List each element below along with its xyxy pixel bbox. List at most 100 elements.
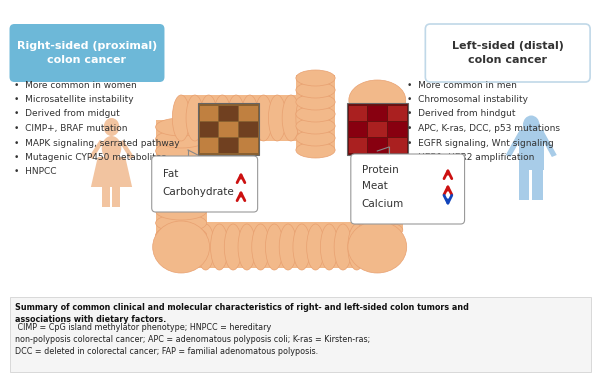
FancyBboxPatch shape [10, 24, 165, 82]
Text: •  More common in women: • More common in women [14, 81, 137, 90]
Ellipse shape [156, 178, 207, 196]
Ellipse shape [296, 95, 313, 141]
Bar [239, 138, 258, 153]
Ellipse shape [252, 224, 270, 270]
Ellipse shape [349, 80, 406, 120]
Text: Summary of common clinical and molecular characteristics of right- and left-side: Summary of common clinical and molecular… [16, 303, 469, 324]
Text: •  Microsatellite instability: • Microsatellite instability [14, 95, 134, 104]
Bar [219, 138, 238, 153]
Bar [181, 95, 323, 141]
Ellipse shape [104, 118, 119, 136]
Ellipse shape [523, 116, 540, 135]
Ellipse shape [282, 95, 300, 141]
Ellipse shape [348, 221, 407, 273]
Text: •  Chromosomal instability: • Chromosomal instability [407, 95, 528, 104]
Bar [349, 106, 367, 121]
Ellipse shape [307, 224, 324, 270]
Text: •  HER1, HER2 amplification: • HER1, HER2 amplification [407, 153, 534, 162]
Ellipse shape [320, 224, 338, 270]
Ellipse shape [296, 130, 335, 146]
Text: Carbohydrate: Carbohydrate [162, 187, 234, 197]
Bar [200, 122, 219, 137]
Text: CIMP = CpG island methylator phenotype; HNPCC = hereditary
non-polyposis colorec: CIMP = CpG island methylator phenotype; … [16, 323, 371, 356]
Ellipse shape [156, 130, 207, 148]
FancyBboxPatch shape [351, 154, 465, 224]
Polygon shape [89, 140, 104, 159]
Ellipse shape [296, 106, 335, 122]
Text: •  MAPK signaling, serrated pathway: • MAPK signaling, serrated pathway [14, 138, 180, 147]
Ellipse shape [352, 125, 403, 143]
Text: •  Mutagenic CYP450 metabolites: • Mutagenic CYP450 metabolites [14, 153, 167, 162]
FancyBboxPatch shape [425, 24, 590, 82]
Bar [219, 122, 238, 137]
Bar [368, 106, 387, 121]
Bar [533, 168, 543, 200]
Bar [388, 138, 407, 153]
Ellipse shape [352, 173, 403, 191]
Ellipse shape [352, 221, 403, 239]
Text: •  CIMP+, BRAF mutation: • CIMP+, BRAF mutation [14, 124, 128, 133]
Bar [519, 130, 544, 170]
Ellipse shape [310, 95, 327, 141]
Text: •  HNPCC: • HNPCC [14, 168, 57, 177]
Ellipse shape [170, 224, 187, 270]
Ellipse shape [362, 224, 379, 270]
Ellipse shape [265, 224, 283, 270]
Text: •  APC, K-ras, DCC, p53 mutations: • APC, K-ras, DCC, p53 mutations [407, 124, 559, 133]
FancyBboxPatch shape [198, 103, 259, 155]
Ellipse shape [211, 224, 228, 270]
Ellipse shape [255, 95, 273, 141]
Ellipse shape [156, 118, 207, 136]
Ellipse shape [224, 224, 242, 270]
Polygon shape [506, 132, 524, 157]
Ellipse shape [352, 209, 403, 227]
Ellipse shape [156, 142, 207, 160]
Ellipse shape [156, 226, 207, 244]
Text: Meat: Meat [362, 181, 388, 191]
Ellipse shape [156, 154, 207, 172]
Polygon shape [91, 157, 132, 187]
Ellipse shape [348, 224, 365, 270]
Bar [368, 138, 387, 153]
Bar [349, 138, 367, 153]
Ellipse shape [102, 136, 122, 160]
Bar [349, 122, 367, 137]
Text: Fat: Fat [162, 169, 178, 179]
Ellipse shape [296, 82, 335, 98]
Ellipse shape [197, 224, 214, 270]
Bar [102, 185, 110, 207]
Ellipse shape [352, 101, 403, 119]
Ellipse shape [156, 238, 207, 256]
Text: Right-sided (proximal)
colon cancer: Right-sided (proximal) colon cancer [17, 41, 157, 65]
Bar [239, 106, 258, 121]
Bar [296, 75, 335, 150]
Bar [519, 168, 530, 200]
Ellipse shape [156, 202, 207, 220]
Ellipse shape [296, 142, 335, 158]
Text: Calcium: Calcium [362, 199, 404, 209]
Bar [178, 222, 384, 268]
Text: Left-sided (distal)
colon cancer: Left-sided (distal) colon cancer [452, 41, 564, 65]
Ellipse shape [352, 161, 403, 179]
Bar [10, 297, 591, 372]
Ellipse shape [296, 118, 335, 134]
Bar [113, 185, 120, 207]
Text: •  Derived from hindgut: • Derived from hindgut [407, 110, 515, 118]
Ellipse shape [352, 197, 403, 215]
Bar [388, 122, 407, 137]
FancyBboxPatch shape [347, 103, 408, 155]
FancyBboxPatch shape [152, 156, 258, 212]
Text: •  Derived from midgut: • Derived from midgut [14, 110, 120, 118]
Ellipse shape [156, 190, 207, 208]
Bar [200, 138, 219, 153]
Ellipse shape [186, 95, 204, 141]
Ellipse shape [227, 95, 245, 141]
Bar [200, 106, 219, 121]
Text: Protein: Protein [362, 165, 398, 175]
Ellipse shape [296, 94, 335, 110]
Ellipse shape [296, 70, 335, 86]
Ellipse shape [352, 137, 403, 155]
Ellipse shape [200, 95, 217, 141]
Text: •  More common in men: • More common in men [407, 81, 516, 90]
Ellipse shape [334, 224, 352, 270]
